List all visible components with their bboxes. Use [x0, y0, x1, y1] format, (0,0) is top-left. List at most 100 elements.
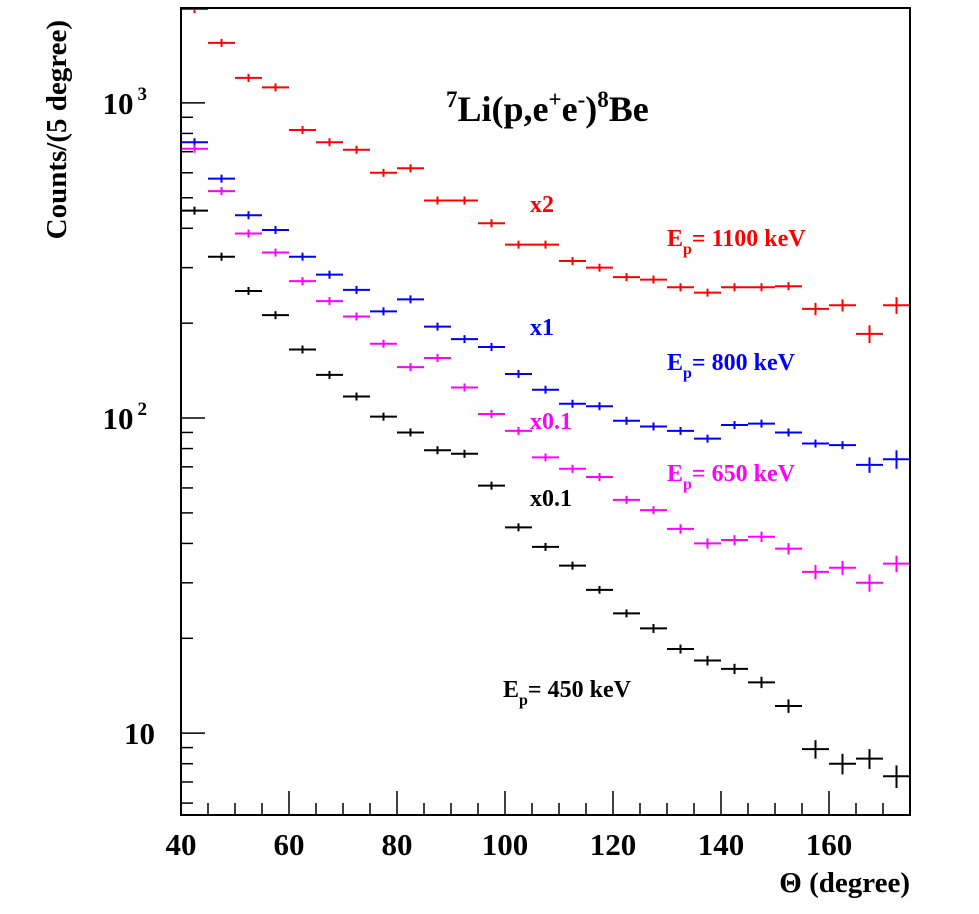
- data-point: [289, 126, 316, 135]
- series-3: [181, 206, 910, 788]
- data-point: [613, 416, 640, 425]
- data-point: [829, 299, 856, 312]
- data-point: [424, 196, 451, 205]
- data-point: [505, 523, 532, 532]
- data-point: [640, 422, 667, 431]
- x-tick-label: 160: [806, 827, 853, 862]
- data-point: [721, 421, 748, 430]
- data-point: [208, 38, 235, 47]
- data-point: [667, 283, 694, 292]
- data-point: [694, 288, 721, 297]
- data-point: [721, 535, 748, 546]
- data-point: [424, 446, 451, 455]
- data-point: [559, 256, 586, 265]
- data-point: [370, 168, 397, 177]
- data-point: [505, 369, 532, 378]
- y-axis-title: Counts/(5 degree): [41, 20, 73, 239]
- data-point: [316, 138, 343, 147]
- energy-label-450: Ep= 450 keV: [503, 677, 632, 709]
- data-point: [532, 385, 559, 394]
- data-point: [883, 765, 910, 788]
- data-point: [640, 275, 667, 284]
- x-tick-label: 40: [166, 827, 197, 862]
- data-point: [559, 399, 586, 408]
- data-point: [478, 219, 505, 228]
- data-point: [370, 339, 397, 348]
- data-point: [775, 543, 802, 555]
- data-point: [748, 283, 775, 292]
- data-point: [721, 283, 748, 292]
- data-point: [451, 383, 478, 392]
- data-point: [667, 644, 694, 654]
- data-point: [613, 495, 640, 504]
- data-point: [208, 252, 235, 261]
- data-point: [397, 428, 424, 437]
- data-point: [613, 609, 640, 618]
- x-axis-ticks: 40 60 80 100 120 140 160: [166, 791, 911, 862]
- data-point: [316, 370, 343, 379]
- data-point: [586, 586, 613, 594]
- data-point: [613, 273, 640, 282]
- data-point: [289, 252, 316, 261]
- data-point: [478, 481, 505, 490]
- data-point: [775, 699, 802, 713]
- data-point: [235, 73, 262, 82]
- data-point: [451, 196, 478, 205]
- data-point: [748, 419, 775, 428]
- data-point: [262, 311, 289, 320]
- data-point: [667, 426, 694, 435]
- data-point: [856, 325, 883, 344]
- data-point: [586, 402, 613, 411]
- series-0: [181, 8, 910, 344]
- data-point: [856, 457, 883, 473]
- x-tick-label: 60: [274, 827, 305, 862]
- data-point: [424, 354, 451, 363]
- scale-label-650: x0.1: [530, 409, 572, 435]
- data-point: [343, 392, 370, 401]
- data-point: [235, 229, 262, 238]
- data-point: [748, 531, 775, 543]
- data-point: [532, 240, 559, 249]
- energy-label-1100: Ep= 1100 keV: [667, 226, 806, 258]
- data-point: [181, 8, 208, 13]
- data-point: [559, 464, 586, 473]
- data-point: [559, 561, 586, 570]
- data-point: [721, 663, 748, 675]
- data-point: [694, 538, 721, 549]
- data-point: [262, 83, 289, 92]
- data-point: [640, 506, 667, 515]
- data-point: [856, 574, 883, 592]
- data-point: [505, 240, 532, 249]
- data-point: [667, 524, 694, 534]
- data-point: [316, 270, 343, 279]
- data-point: [370, 307, 397, 316]
- chart-title: 7Li(p,e+e-)8Be: [446, 87, 649, 129]
- data-point: [478, 343, 505, 352]
- x-tick-label: 100: [482, 827, 529, 862]
- data-point: [505, 426, 532, 435]
- data-point: [343, 145, 370, 154]
- data-point: [802, 740, 829, 759]
- x-tick-label: 140: [698, 827, 745, 862]
- data-point: [883, 297, 910, 314]
- data-point: [424, 322, 451, 331]
- data-point: [829, 441, 856, 450]
- data-point: [775, 428, 802, 437]
- data-point: [883, 450, 910, 469]
- data-point: [262, 226, 289, 235]
- data-point: [694, 434, 721, 443]
- data-point: [397, 164, 424, 173]
- y-tick-label: 10 3: [103, 84, 148, 121]
- data-point: [451, 449, 478, 458]
- data-point: [586, 263, 613, 272]
- data-point: [856, 749, 883, 769]
- data-point: [478, 409, 505, 418]
- data-point: [208, 174, 235, 183]
- data-point: [829, 560, 856, 575]
- series-2: [181, 144, 910, 592]
- data-point: [640, 624, 667, 633]
- data-point: [289, 277, 316, 286]
- data-point: [343, 312, 370, 321]
- scale-label-800: x1: [530, 315, 554, 341]
